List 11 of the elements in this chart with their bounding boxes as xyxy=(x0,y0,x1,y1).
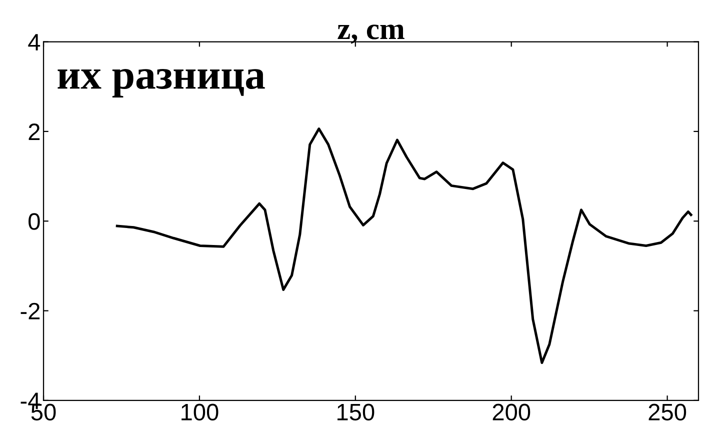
x-tick-label: 250 xyxy=(648,404,686,421)
chart-title: z, cm xyxy=(338,24,404,44)
line-series xyxy=(116,128,692,364)
annotation: их разница xyxy=(58,69,265,98)
y-tick-label: 2 xyxy=(28,124,40,140)
y-tick-label: -2 xyxy=(20,302,40,320)
x-tick-label: 150 xyxy=(338,404,374,421)
y-tick-label: 0 xyxy=(28,213,40,230)
x-tick-label: 100 xyxy=(182,404,218,421)
x-tick-label: 200 xyxy=(492,404,530,421)
y-tick-label: 4 xyxy=(28,34,40,50)
